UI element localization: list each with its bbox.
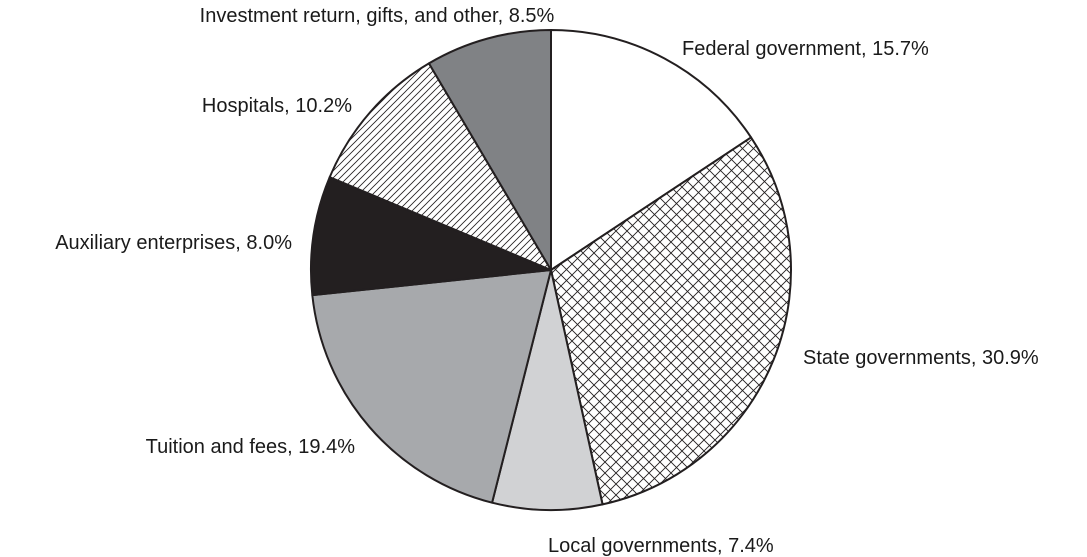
slice-federal-government <box>550 29 753 271</box>
slice-label-federal-government: Federal government, 15.7% <box>682 38 929 60</box>
slice-tuition-and-fees <box>311 269 552 504</box>
slice-local-governments <box>491 269 604 511</box>
slice-auxiliary-enterprises <box>310 176 552 297</box>
slice-label-state-governments: State governments, 30.9% <box>803 347 1039 369</box>
slice-state-governments <box>550 136 792 506</box>
slice-label-tuition-and-fees: Tuition and fees, 19.4% <box>146 436 356 458</box>
pie-labels: Federal government, 15.7% State governmen… <box>55 5 1039 557</box>
pie-slices <box>310 29 792 511</box>
slice-label-investment-return-gifts-and-other: Investment return, gifts, and other, 8.5… <box>200 5 555 27</box>
slice-label-hospitals: Hospitals, 10.2% <box>202 95 352 117</box>
slice-hospitals <box>328 62 552 271</box>
slice-label-local-governments: Local governments, 7.4% <box>548 535 774 557</box>
slice-label-auxiliary-enterprises: Auxiliary enterprises, 8.0% <box>55 232 292 254</box>
slice-investment-return-gifts-and-other <box>427 29 552 271</box>
